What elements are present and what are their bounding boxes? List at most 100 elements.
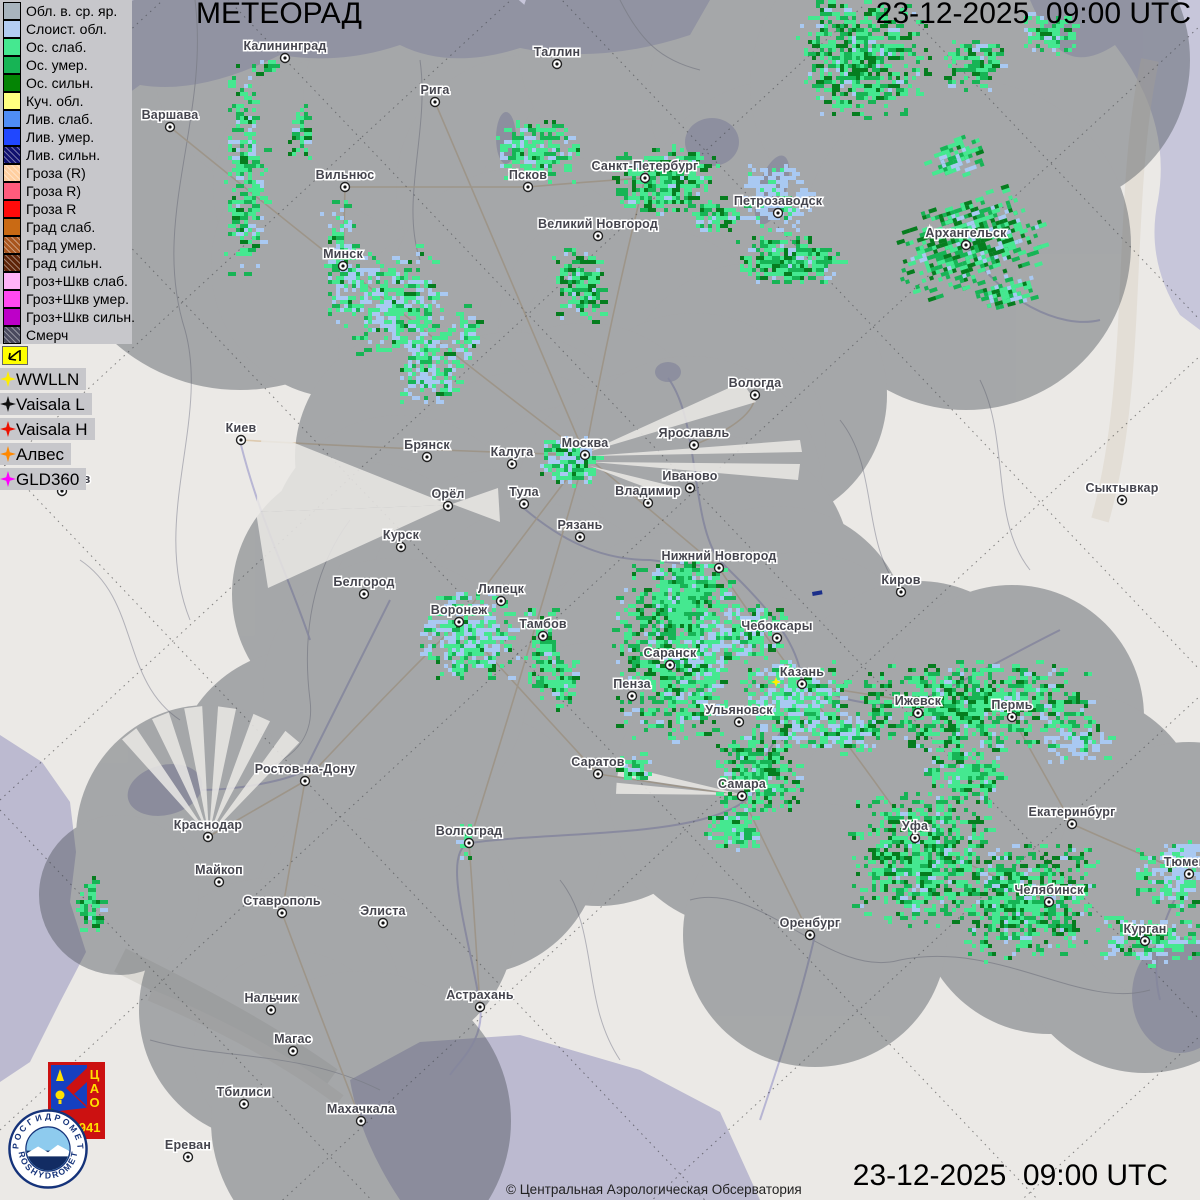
city-label: Нижний Новгород xyxy=(661,549,776,563)
legend-item-label: Град умер. xyxy=(26,237,97,253)
city-marker: Пенза xyxy=(612,676,653,702)
city-marker: Курган xyxy=(1122,921,1168,947)
legend-item-label: Гроза (R) xyxy=(26,165,86,181)
city-label: Калуга xyxy=(491,445,535,459)
legend-color-swatch xyxy=(3,38,21,56)
city-markers-layer: Калининград Таллин Рига Варшава Вильнюс Псков… xyxy=(32,38,1200,1163)
city-label: Псков xyxy=(509,168,547,182)
city-label: Петрозаводск xyxy=(734,194,823,208)
legend-item: Гроза (R) xyxy=(0,164,132,182)
city-marker: Нальчик xyxy=(243,990,299,1016)
city-marker: Брянск xyxy=(403,437,452,463)
legend-item-label: Гроз+Шкв сильн. xyxy=(26,309,135,325)
city-label: Липецк xyxy=(478,582,525,596)
legend-color-swatch xyxy=(3,56,21,74)
city-marker: Тула xyxy=(508,484,541,510)
city-label: Орёл xyxy=(431,487,464,501)
city-label: Курск xyxy=(383,528,420,542)
city-label: Сыктывкар xyxy=(1085,481,1158,495)
precip-legend-panel: Обл. в. ср. яр. Слоист. обл. Ос. слаб. Ос. … xyxy=(0,0,135,344)
terrain-relief xyxy=(114,58,1159,1105)
legend-item-label: Смерч xyxy=(26,327,69,343)
city-marker: Махачкала xyxy=(325,1101,397,1127)
city-marker: Вильнюс xyxy=(314,167,376,193)
page-title: МЕТЕОРАД xyxy=(196,0,362,30)
legend-item: Обл. в. ср. яр. xyxy=(0,2,132,20)
city-marker: Краснодар xyxy=(172,817,244,843)
city-label: Брянск xyxy=(404,438,450,452)
legend-item-label: Ос. сильн. xyxy=(26,75,94,91)
city-label: Киев xyxy=(226,421,257,435)
roads-layer xyxy=(169,101,1190,1122)
legend-item: Лив. сильн. xyxy=(0,146,132,164)
legend-item-label: Гроз+Шкв слаб. xyxy=(26,273,128,289)
city-marker: Астрахань xyxy=(445,987,515,1013)
city-label: Саратов xyxy=(571,755,625,769)
lightning-strikes-layer xyxy=(771,590,823,687)
city-label: Ижевск xyxy=(895,694,942,708)
lightning-network-label: GLD360 xyxy=(16,469,80,489)
city-marker: Уфа xyxy=(900,818,930,844)
legend-color-swatch xyxy=(3,254,21,272)
city-marker: Ставрополь xyxy=(242,893,322,919)
city-marker: Киров xyxy=(880,572,922,598)
lightning-cross-icon xyxy=(0,371,16,387)
legend-item: Гроз+Шкв умер. xyxy=(0,290,132,308)
city-label: Пенза xyxy=(613,677,651,691)
borders-layer xyxy=(79,0,1151,1091)
lightning-cross-icon xyxy=(0,471,16,487)
city-marker: Саратов xyxy=(570,754,626,780)
legend-color-swatch xyxy=(3,164,21,182)
city-marker: Екатеринбург xyxy=(1027,804,1117,830)
city-label: Воронеж xyxy=(431,603,488,617)
datetime-top: 23-12-2025 09:00 UTC xyxy=(875,0,1191,30)
city-marker: Пермь xyxy=(990,697,1034,723)
legend-item-label: Град слаб. xyxy=(26,219,96,235)
legend-color-swatch xyxy=(3,146,21,164)
legend-color-swatch xyxy=(3,200,21,218)
city-label: Чебоксары xyxy=(741,619,812,633)
legend-item: Гроза R xyxy=(0,200,132,218)
legend-item: Гроз+Шкв сильн. xyxy=(0,308,135,326)
city-label: Великий Новгород xyxy=(538,217,658,231)
city-marker: Воронеж xyxy=(429,602,489,628)
city-marker: Вологда xyxy=(727,375,784,401)
city-marker: Санкт-Петербург xyxy=(590,158,700,184)
city-marker: Саранск xyxy=(642,645,698,671)
legend-item: Ос. умер. xyxy=(0,56,132,74)
city-label: Санкт-Петербург xyxy=(592,159,699,173)
city-marker: Москва xyxy=(560,435,611,461)
legend-item: Гроза R) xyxy=(0,182,132,200)
lightning-legend-item: Алвес xyxy=(0,443,95,467)
city-label: Тамбов xyxy=(519,617,567,631)
lightning-network-label: Алвес xyxy=(16,444,65,464)
city-marker: Минск xyxy=(322,246,365,272)
city-marker: Белгород xyxy=(332,574,396,600)
city-marker: Ростов-на-Дону xyxy=(253,761,357,787)
city-label: Махачкала xyxy=(327,1102,396,1116)
city-label: Краснодар xyxy=(174,818,243,832)
city-marker: Тбилиси xyxy=(215,1084,273,1110)
city-label: Минск xyxy=(323,247,363,261)
legend-color-swatch xyxy=(3,110,21,128)
city-label: Рига xyxy=(421,83,451,97)
city-label: Нальчик xyxy=(244,991,298,1005)
city-marker: Чебоксары xyxy=(740,618,814,644)
legend-item-label: Ос. слаб. xyxy=(26,39,87,55)
legend-color-swatch xyxy=(3,74,21,92)
lightning-network-label: WWLLN xyxy=(16,369,80,389)
legend-item: Лив. умер. xyxy=(0,128,132,146)
city-label: Казань xyxy=(780,665,824,679)
city-marker: Волгоград xyxy=(434,823,504,849)
city-label: Оренбург xyxy=(780,916,841,930)
city-marker: Архангельск xyxy=(924,225,1008,251)
legend-item-label: Лив. сильн. xyxy=(26,147,101,163)
city-marker: Нижний Новгород xyxy=(660,548,778,574)
city-label: Ереван xyxy=(165,1138,211,1152)
legend-item-label: Лив. слаб. xyxy=(26,111,94,127)
